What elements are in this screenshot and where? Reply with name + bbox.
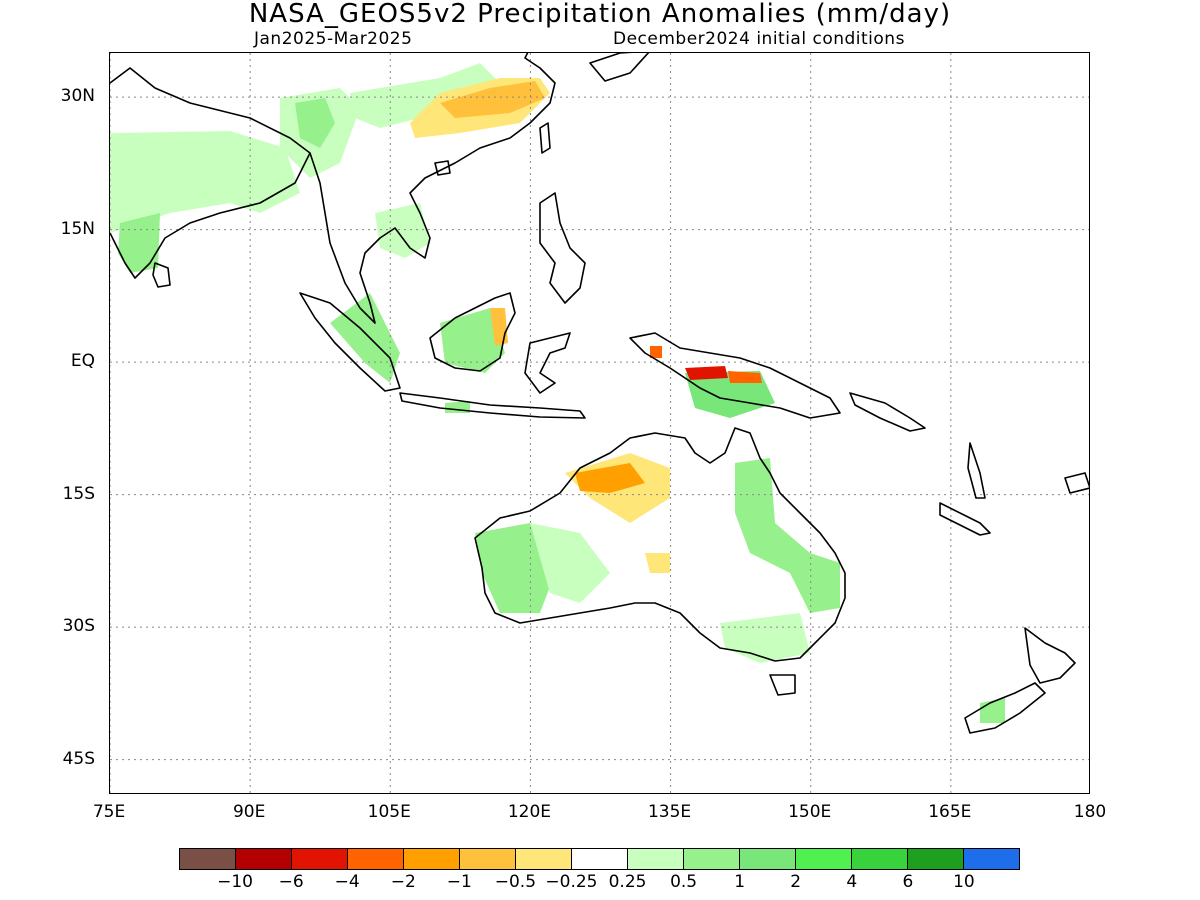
coast-hainan — [434, 160, 451, 176]
coast-borneo — [429, 292, 516, 372]
coast-srilanka — [152, 262, 171, 288]
colorbar-label: 2 — [790, 872, 802, 892]
coast-sumatra — [299, 292, 401, 392]
anomaly-india-wet — [110, 131, 300, 233]
lat-label: 30S — [62, 616, 95, 637]
colorbar-label: −4 — [334, 872, 360, 892]
lon-label: 165E — [928, 802, 972, 822]
coast-nz-south — [964, 682, 1046, 734]
lat-label: 45S — [62, 748, 95, 769]
lon-label: 180 — [1073, 802, 1107, 822]
anomaly-naust-dry3 — [645, 553, 670, 573]
colorbar-swatch — [236, 849, 292, 869]
coast-taiwan — [539, 122, 551, 154]
colorbar-swatch — [908, 849, 964, 869]
colorbar-label: 0.25 — [608, 872, 647, 892]
coastlines — [110, 53, 1089, 734]
coast-java — [399, 392, 586, 419]
colorbar-label: 10 — [953, 872, 975, 892]
anomaly-waust-wet — [475, 523, 555, 613]
colorbar-swatch — [572, 849, 628, 869]
colorbar-label: −6 — [278, 872, 304, 892]
lat-label: 30N — [60, 86, 95, 107]
initial-conditions: December2024 initial conditions — [613, 29, 905, 49]
coast-nz-north — [1024, 627, 1076, 684]
anomaly-waust-wet2 — [530, 523, 610, 603]
map-title: NASA_GEOS5v2 Precipitation Anomalies (mm… — [248, 0, 952, 29]
coast-newcaledonia — [939, 502, 991, 536]
colorbar-label: 4 — [846, 872, 858, 892]
coast-japan — [589, 53, 650, 82]
colorbar-swatch — [740, 849, 796, 869]
colorbar-swatch — [628, 849, 684, 869]
coast-solomons — [849, 392, 926, 432]
anomaly-newguinea-dry2 — [728, 371, 762, 383]
colorbar-label: −1 — [446, 872, 472, 892]
colorbar-swatch — [292, 849, 348, 869]
colorbar-swatch — [964, 849, 1019, 869]
lat-label: EQ — [70, 351, 95, 372]
coast-tasmania — [769, 674, 796, 696]
lat-label: 15N — [60, 218, 95, 239]
lon-label: 105E — [367, 802, 411, 822]
colorbar-label: −0.5 — [494, 872, 537, 892]
coast-india — [110, 67, 311, 279]
lon-label: 150E — [788, 802, 832, 822]
anomaly-china-dry2 — [440, 81, 545, 118]
colorbar-swatch — [460, 849, 516, 869]
colorbar-swatch — [180, 849, 236, 869]
anomaly-shading — [110, 63, 1005, 723]
anomaly-nz-wet — [980, 698, 1005, 723]
colorbar-swatch — [516, 849, 572, 869]
anomaly-sumatra-wet — [330, 293, 400, 383]
anomaly-indochina-wet — [375, 203, 430, 258]
colorbar-swatch — [684, 849, 740, 869]
colorbar-label: 1 — [734, 872, 746, 892]
anomaly-naust-dry2 — [575, 463, 645, 493]
coast-newguinea — [629, 332, 841, 419]
forecast-period: Jan2025-Mar2025 — [254, 29, 413, 49]
lon-label: 135E — [647, 802, 692, 822]
lon-label: 90E — [232, 802, 266, 822]
colorbar — [179, 848, 1020, 870]
colorbar-label: −10 — [217, 872, 253, 892]
lon-label: 120E — [507, 802, 552, 822]
coast-vanuatu — [967, 442, 986, 499]
colorbar-label: −0.25 — [545, 872, 598, 892]
map-panel — [109, 52, 1090, 794]
colorbar-swatch — [348, 849, 404, 869]
colorbar-swatch — [796, 849, 852, 869]
colorbar-label: 0.5 — [670, 872, 698, 892]
anomaly-seaust-wet — [720, 613, 810, 663]
colorbar-swatch — [852, 849, 908, 869]
precip-anomaly-map — [110, 53, 1089, 793]
anomaly-himalaya-wet2 — [295, 98, 335, 148]
colorbar-swatch — [404, 849, 460, 869]
lon-label: 75E — [92, 802, 126, 822]
colorbar-label: −2 — [390, 872, 416, 892]
lat-label: 15S — [62, 483, 95, 504]
anomaly-eaust-wet — [735, 458, 840, 613]
coast-fiji — [1064, 472, 1089, 494]
anomaly-newguinea-west — [650, 346, 662, 358]
anomaly-newguinea-dry — [685, 366, 728, 380]
anomaly-tibet-wet — [350, 63, 500, 128]
anomaly-india-south-wet — [118, 213, 160, 273]
colorbar-label: 6 — [902, 872, 914, 892]
coast-asia — [309, 53, 556, 324]
coast-sulawesi — [524, 332, 571, 394]
anomaly-borneo-wet — [440, 308, 505, 373]
coast-philippines — [539, 192, 586, 304]
coast-australia — [474, 427, 846, 662]
graticule — [110, 53, 1089, 793]
